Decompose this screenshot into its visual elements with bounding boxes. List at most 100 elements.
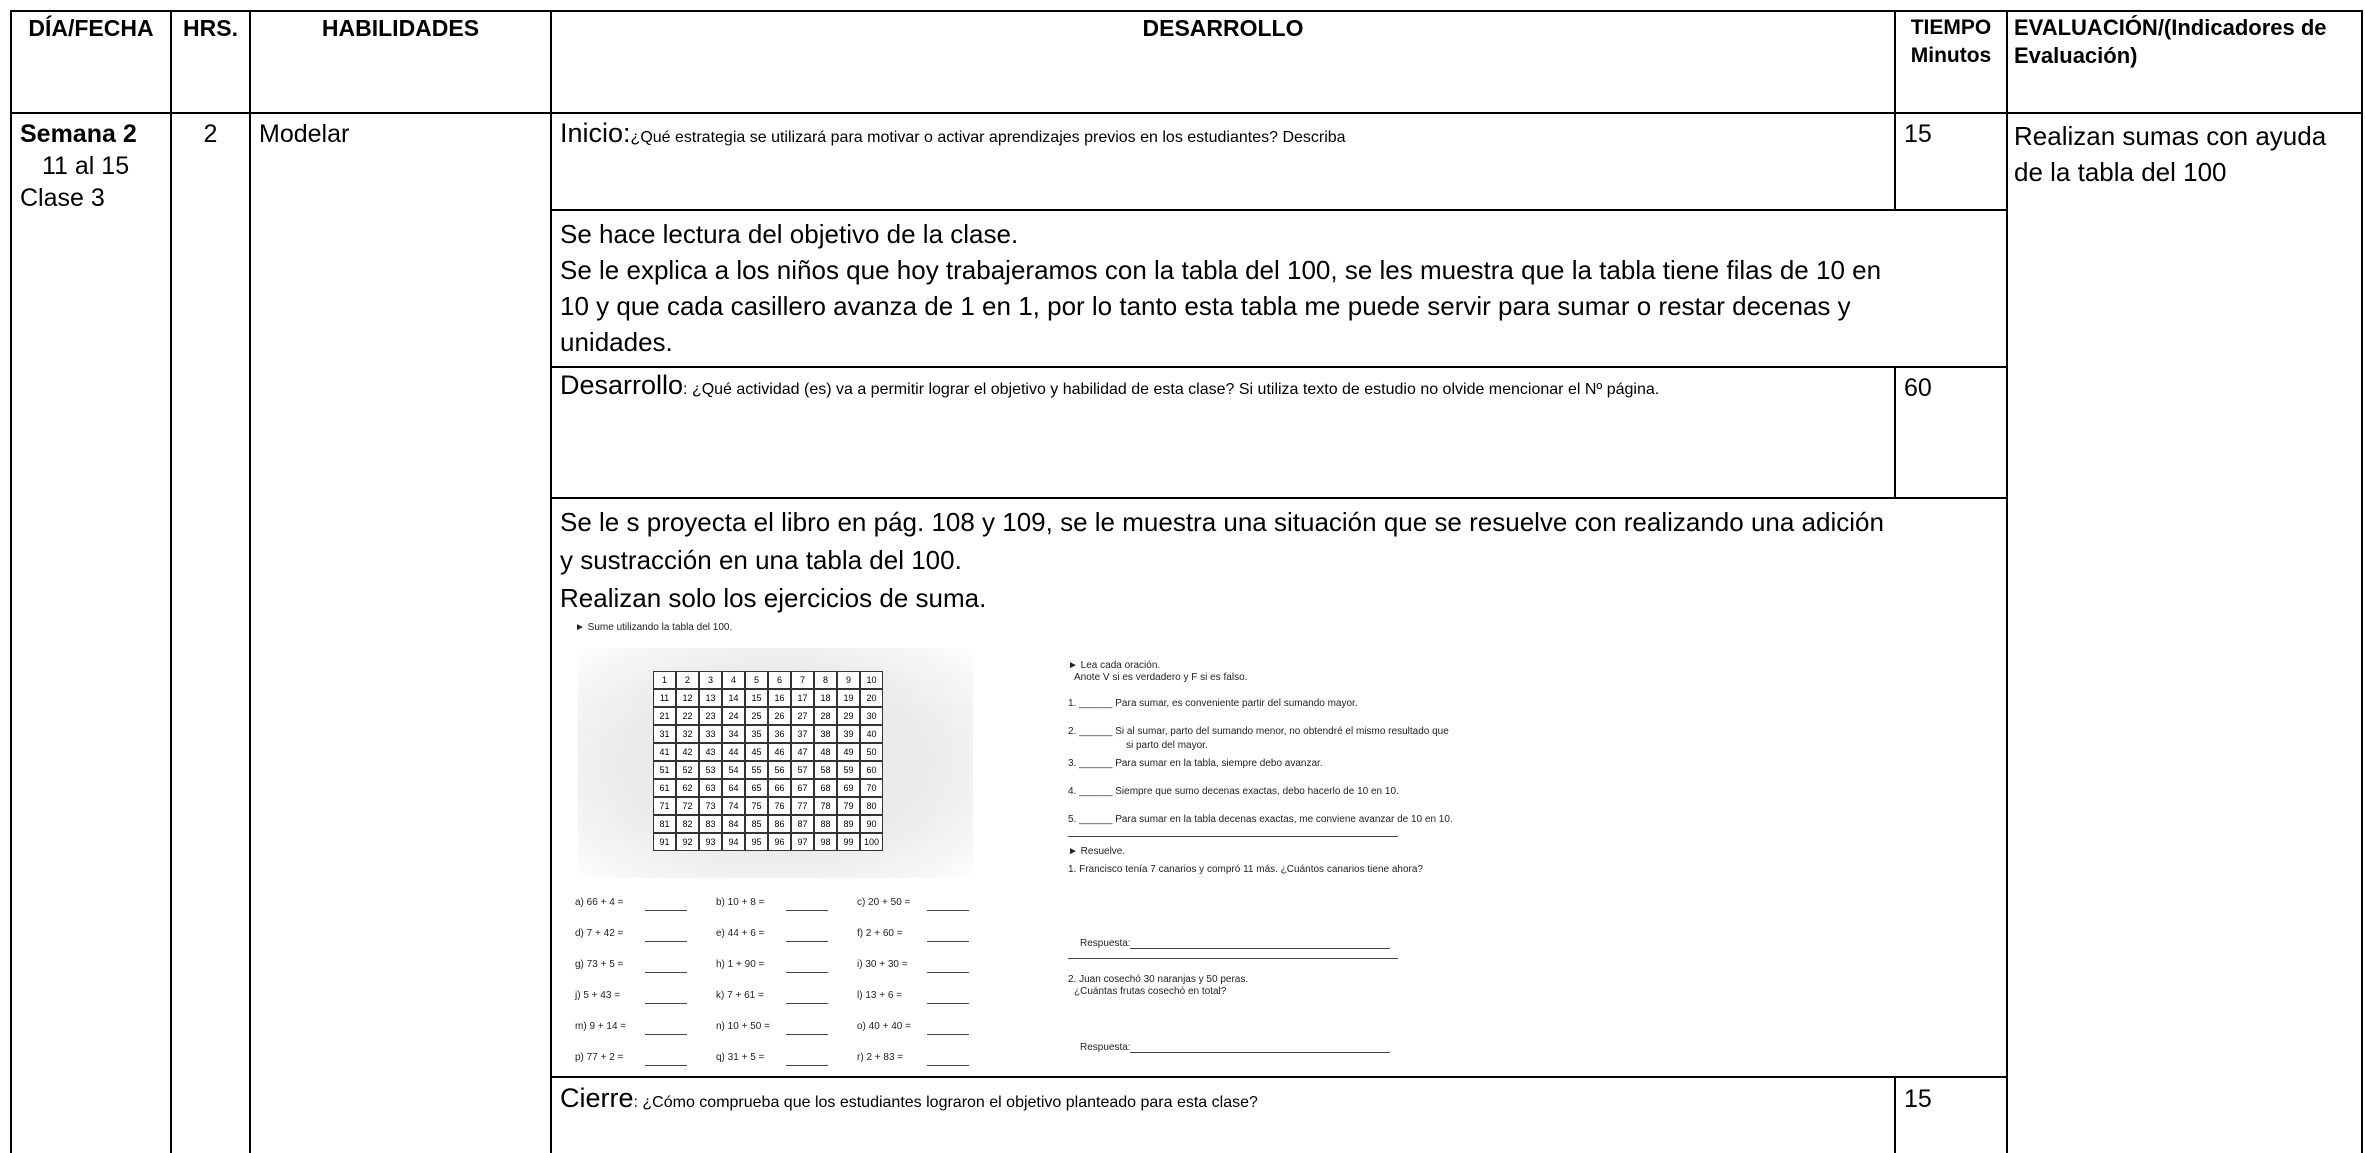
grid-cell: 56 <box>768 761 791 779</box>
grid-cell: 57 <box>791 761 814 779</box>
grid-cell: 79 <box>837 797 860 815</box>
grid-cell: 55 <box>745 761 768 779</box>
answer-line <box>927 1065 969 1066</box>
answer-line <box>786 1003 828 1004</box>
answer-line <box>786 972 828 973</box>
desarrollo-prompt: Desarrollo: ¿Qué actividad (es) va a per… <box>560 372 1880 403</box>
grid-cell: 28 <box>814 707 837 725</box>
grid-cell: 85 <box>745 815 768 833</box>
time: 60 <box>1904 374 1932 402</box>
worksheet-image: ► Sume utilizando la tabla del 100. 1 2 3 4 5… <box>561 618 1453 1076</box>
grid-cell: 78 <box>814 797 837 815</box>
grid-cell: 15 <box>745 689 768 707</box>
answer: Respuesta: <box>1080 1042 1131 1053</box>
header-cell: DESARROLLO <box>1142 15 1304 41</box>
paragraph: Se le explica a los niños que hoy trabaj… <box>560 255 1882 357</box>
grid-cell: 64 <box>722 779 745 797</box>
exercise: f) 2 + 60 = <box>857 928 903 939</box>
statement: 1. ______ Para sumar, es conveniente par… <box>1068 698 1358 709</box>
grid-cell: 80 <box>860 797 883 815</box>
exercise: a) 66 + 4 = <box>575 897 624 908</box>
grid-cell: 36 <box>768 725 791 743</box>
grid-cell: 21 <box>653 707 676 725</box>
grid-cell: 25 <box>745 707 768 725</box>
grid-cell: 70 <box>860 779 883 797</box>
exercise: m) 9 + 14 = <box>575 1021 627 1032</box>
grid-cell: 96 <box>768 833 791 851</box>
grid-cell: 14 <box>722 689 745 707</box>
grid-cell: 86 <box>768 815 791 833</box>
grid-cell: 83 <box>699 815 722 833</box>
answer-line <box>927 972 969 973</box>
answer-line <box>786 1065 828 1066</box>
statement: 3. ______ Para sumar en la tabla, siempr… <box>1068 758 1323 769</box>
exercise: q) 31 + 5 = <box>716 1052 765 1063</box>
grid-cell: 74 <box>722 797 745 815</box>
grid-cell: 99 <box>837 833 860 851</box>
section-question: ¿Qué estrategia se utilizará para motiva… <box>630 129 1346 146</box>
grid-cell: 73 <box>699 797 722 815</box>
grid-cell: 89 <box>837 815 860 833</box>
grid-cell: 38 <box>814 725 837 743</box>
section-label: Inicio: <box>560 118 631 148</box>
week: Semana 2 <box>20 120 137 148</box>
grid-cell: 40 <box>860 725 883 743</box>
statement: si parto del mayor. <box>1126 740 1208 751</box>
grid-cell: 35 <box>745 725 768 743</box>
exercise: d) 7 + 42 = <box>575 928 624 939</box>
grid-cell: 2 <box>676 671 699 689</box>
grid-cell: 58 <box>814 761 837 779</box>
answer-line <box>927 941 969 942</box>
grid-cell: 51 <box>653 761 676 779</box>
grid-cell: 49 <box>837 743 860 761</box>
grid-cell: 30 <box>860 707 883 725</box>
answer-line <box>645 972 687 973</box>
grid-cell: 20 <box>860 689 883 707</box>
grid-cell: 63 <box>699 779 722 797</box>
grid-cell: 84 <box>722 815 745 833</box>
grid-cell: 18 <box>814 689 837 707</box>
paragraph: Se le s proyecta el libro en pág. 108 y … <box>560 507 1884 575</box>
grid-cell: 10 <box>860 671 883 689</box>
answer-line <box>645 910 687 911</box>
section-question: : ¿Qué actividad (es) va a permitir logr… <box>683 381 1660 398</box>
grid-cell: 81 <box>653 815 676 833</box>
exercise: h) 1 + 90 = <box>716 959 765 970</box>
desarrollo-text: Se le s proyecta el libro en pág. 108 y … <box>560 503 1890 617</box>
inicio-text: Se hace lectura del objetivo de la clase… <box>560 216 1890 360</box>
instruction: ► Sume utilizando la tabla del 100. <box>575 622 733 633</box>
grid-cell: 72 <box>676 797 699 815</box>
grid-cell: 52 <box>676 761 699 779</box>
grid-cell: 39 <box>837 725 860 743</box>
grid-cell: 42 <box>676 743 699 761</box>
answer-line <box>645 1065 687 1066</box>
grid-cell: 6 <box>768 671 791 689</box>
answer-line <box>645 941 687 942</box>
exercise: n) 10 + 50 = <box>716 1021 770 1032</box>
grid-cell: 65 <box>745 779 768 797</box>
class: Clase 3 <box>20 184 105 212</box>
skill: Modelar <box>259 120 350 148</box>
exercise: j) 5 + 43 = <box>575 990 621 1001</box>
time: 15 <box>1904 1085 1932 1113</box>
grid-cell: 34 <box>722 725 745 743</box>
grid-cell: 61 <box>653 779 676 797</box>
header-cell: EVALUACIÓN/(Indicadores de Evaluación) <box>2014 15 2327 68</box>
answer-line <box>786 1034 828 1035</box>
grid-cell: 68 <box>814 779 837 797</box>
grid-cell: 93 <box>699 833 722 851</box>
hours: 2 <box>203 120 218 148</box>
grid-cell: 54 <box>722 761 745 779</box>
grid-cell: 46 <box>768 743 791 761</box>
grid-cell: 7 <box>791 671 814 689</box>
header-cell: HABILIDADES <box>321 15 480 41</box>
answer-line <box>1130 1052 1390 1053</box>
grid-cell: 82 <box>676 815 699 833</box>
statement: 4. ______ Siempre que sumo decenas exact… <box>1068 786 1399 797</box>
answer-line <box>645 1034 687 1035</box>
grid-cell: 19 <box>837 689 860 707</box>
exercise: e) 44 + 6 = <box>716 928 765 939</box>
grid-cell: 75 <box>745 797 768 815</box>
answer-line <box>927 1034 969 1035</box>
